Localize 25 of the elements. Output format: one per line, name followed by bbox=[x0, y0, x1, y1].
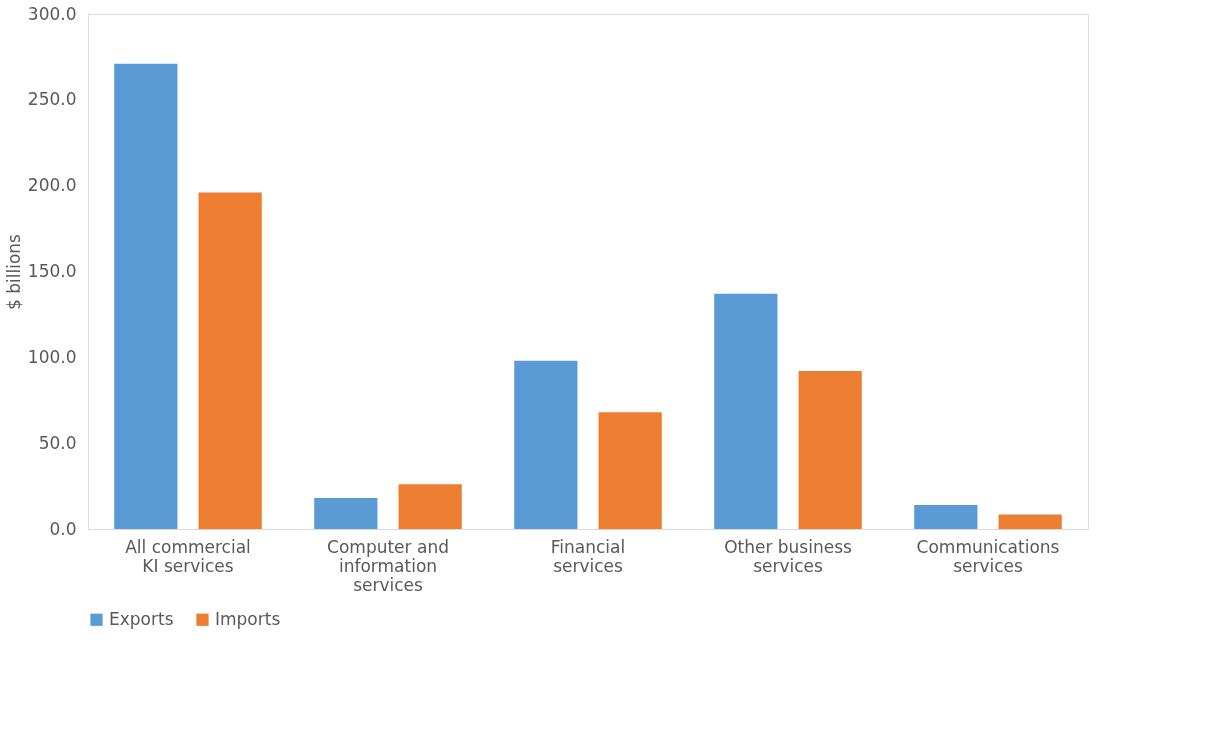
x-tick-label: Financial services bbox=[550, 536, 626, 576]
y-tick-label: 300.0 bbox=[27, 3, 77, 24]
y-tick-label: 200.0 bbox=[27, 175, 77, 196]
x-tick-label: Other business services bbox=[724, 536, 853, 576]
legend-label: Exports bbox=[109, 608, 174, 629]
legend-label: Imports bbox=[215, 608, 281, 629]
x-tick-label: Computer and information services bbox=[327, 536, 449, 595]
y-tick-label: 250.0 bbox=[27, 89, 77, 110]
bar bbox=[798, 371, 862, 529]
y-tick-label: 150.0 bbox=[27, 261, 77, 281]
y-axis-title: $ billions bbox=[3, 233, 24, 310]
x-tick-label: All commercial KI services bbox=[125, 536, 251, 576]
bar bbox=[914, 504, 978, 529]
y-tick-label: 100.0 bbox=[27, 346, 77, 367]
y-tick-label: 0.0 bbox=[49, 518, 77, 539]
bar bbox=[714, 293, 778, 529]
bar bbox=[598, 412, 662, 529]
bar bbox=[314, 498, 378, 529]
y-tick-label: 50.0 bbox=[38, 432, 77, 453]
bar bbox=[114, 63, 178, 529]
bar bbox=[514, 360, 578, 529]
bar bbox=[398, 484, 462, 529]
x-tick-label: Communications services bbox=[916, 536, 1060, 576]
bar bbox=[998, 514, 1062, 529]
bar bbox=[198, 192, 262, 529]
